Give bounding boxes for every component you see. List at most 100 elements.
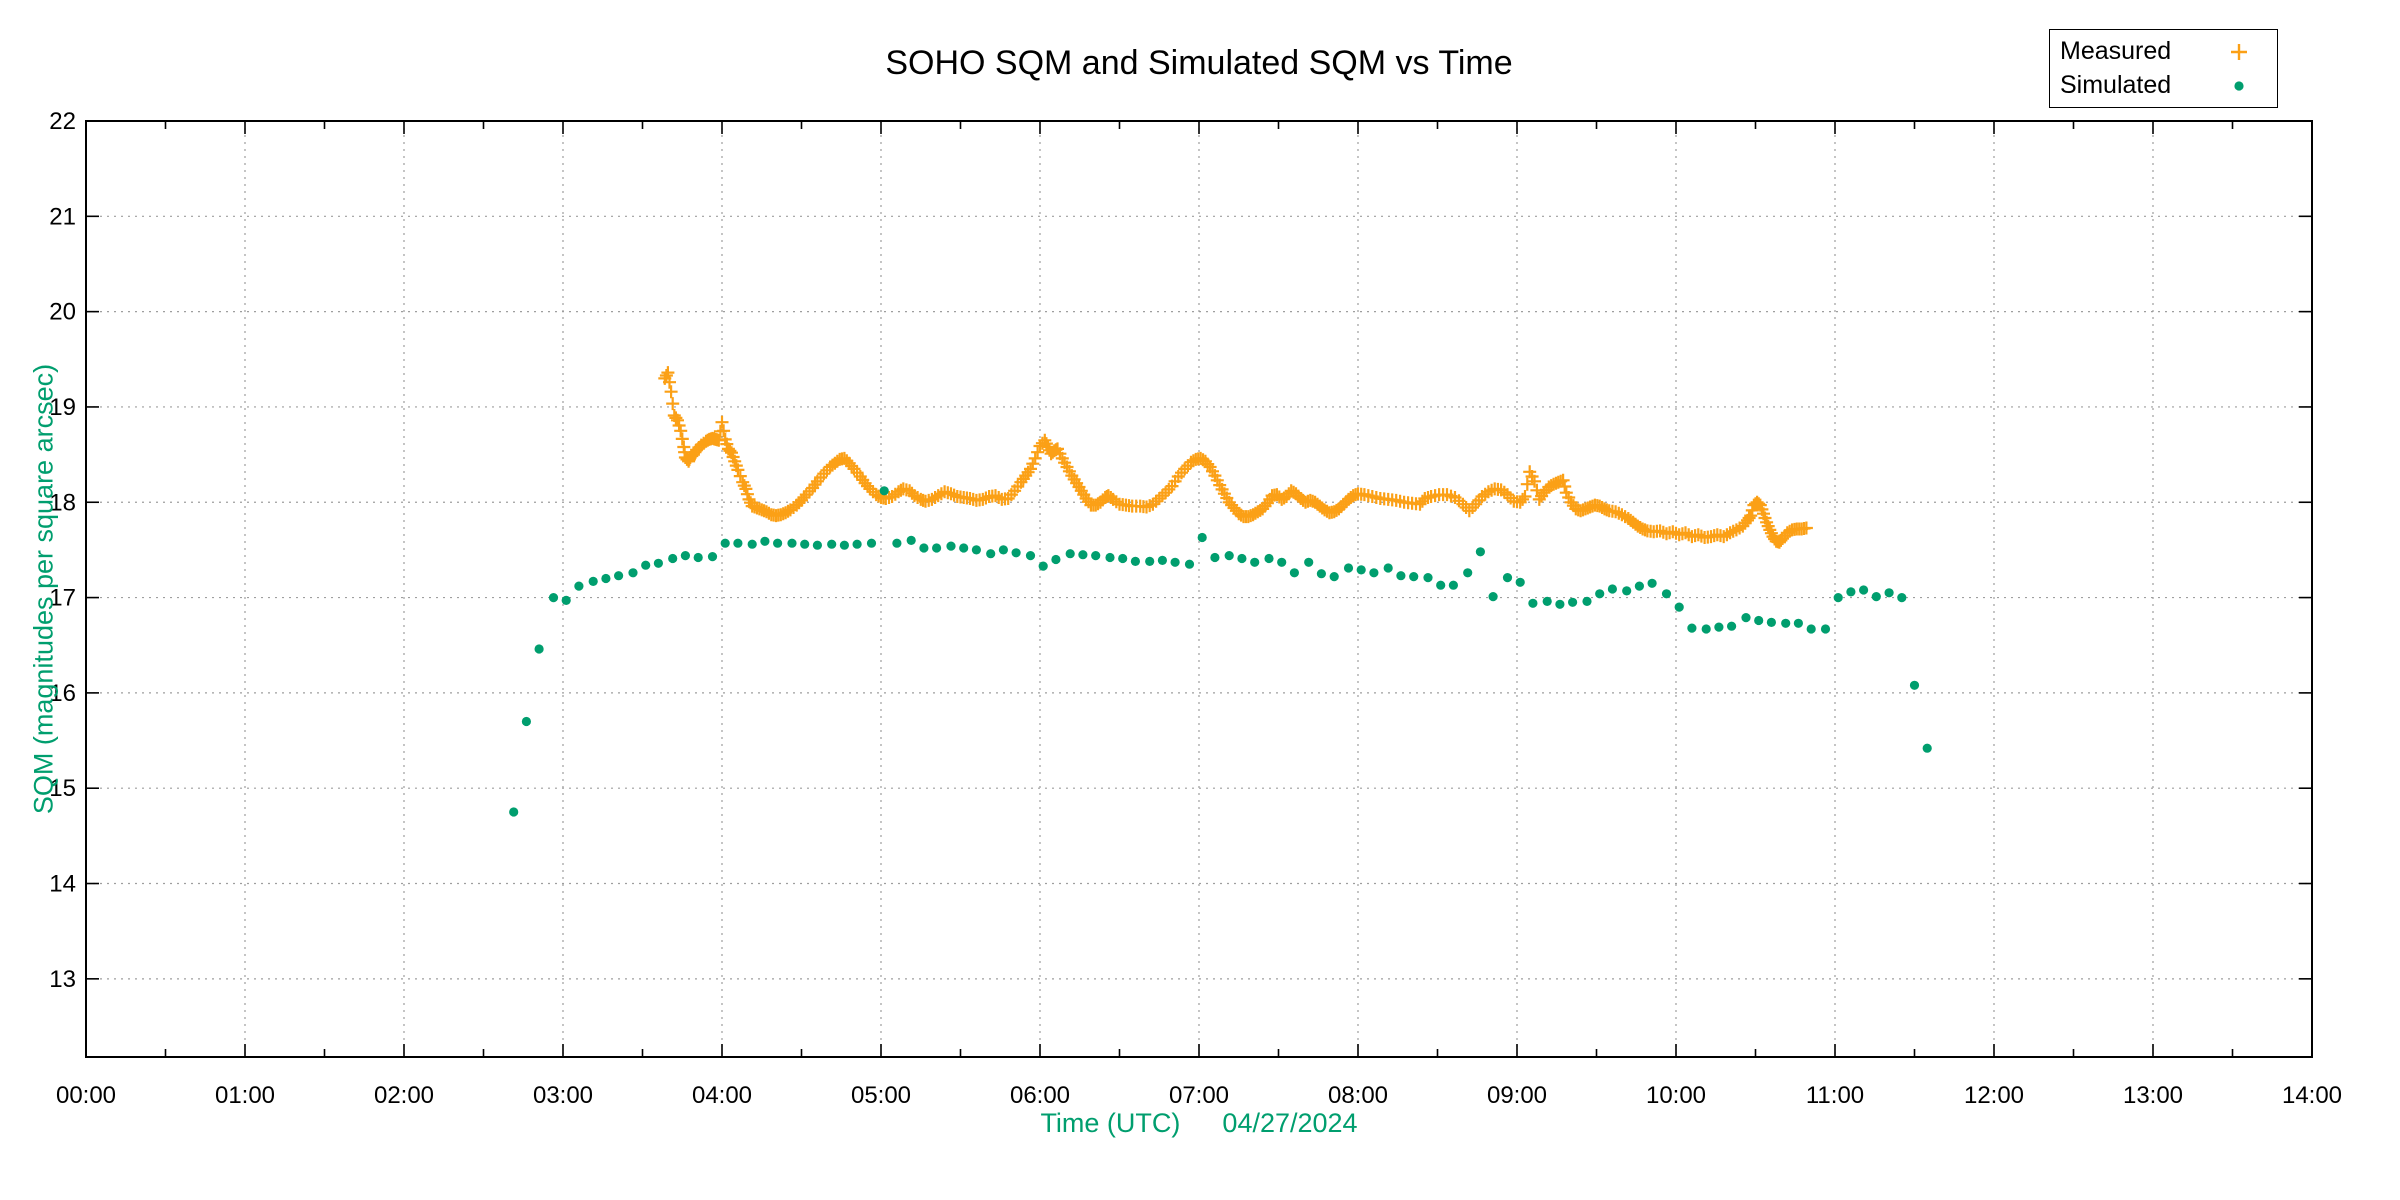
simulated-point [1674,602,1684,612]
legend-label-measured: Measured [2060,37,2172,65]
x-tick-label: 08:00 [1328,1082,1388,1109]
x-tick-label: 01:00 [215,1082,275,1109]
simulated-point [1197,532,1207,543]
simulated-point [1078,550,1088,560]
simulated-point [653,558,664,568]
simulated-point [1754,615,1764,626]
simulated-point [1488,592,1498,602]
simulated-point [1687,623,1697,633]
simulated-point [852,539,862,549]
simulated-point [1661,589,1672,599]
y-axis-label: SQM (magnitudes per square arcsec) [28,363,59,815]
simulated-point [521,716,532,727]
plot-border [85,120,2313,1058]
simulated-point [733,538,743,548]
y-tick-labels: 13 14 15 16 17 18 19 20 21 22 [49,108,76,993]
simulated-point [1289,568,1299,578]
simulated-point [971,545,982,555]
simulated-point [1343,563,1354,573]
simulated-point [812,540,823,550]
simulated-point [1542,596,1552,607]
simulated-point [1304,557,1314,567]
simulated-point [1634,581,1644,591]
gridlines [86,121,2312,1057]
simulated-point [1157,555,1167,566]
simulated-point [1820,624,1831,634]
simulated-point [1515,577,1525,587]
simulated-point [693,552,703,563]
y-tick-label: 13 [49,966,76,993]
simulated-point [574,581,584,591]
simulated-point [1714,622,1724,632]
x-tick-label: 04:00 [692,1082,752,1109]
simulated-point [1264,553,1274,564]
simulated-point [680,551,691,561]
legend-row-measured: Measured [2050,39,2277,64]
simulated-point [1210,552,1220,563]
simulated-point [1909,680,1920,690]
simulated-point [1555,599,1565,609]
simulated-point [1448,580,1458,590]
simulated-point [1396,571,1406,581]
y-tick-label: 17 [49,585,76,612]
simulated-point [1025,551,1036,561]
simulated-point [1356,565,1366,575]
simulated-point [1250,557,1260,567]
x-tick-label: 00:00 [56,1082,116,1109]
simulated-point [919,543,929,553]
simulated-point [1130,556,1140,567]
x-tick-label: 07:00 [1169,1082,1229,1109]
legend: Measured Simulated [2049,29,2278,108]
simulated-point [946,541,956,551]
x-axis-date: 04/27/2024 [1222,1108,1358,1138]
x-tick-label: 13:00 [2123,1082,2183,1109]
x-tick-label: 09:00 [1487,1082,1547,1109]
simulated-point [1237,553,1247,564]
simulated-point [1170,557,1180,567]
y-tick-label: 16 [49,680,76,707]
chart-title: SOHO SQM and Simulated SQM vs Time [885,44,1513,82]
simulated-point [1038,561,1048,571]
simulated-point [787,538,797,548]
x-tick-labels: 00:00 01:00 02:00 03:00 04:00 05:00 06:00 07:00… [56,1082,2342,1109]
x-tick-label: 06:00 [1010,1082,1070,1109]
y-tick-label: 20 [49,299,76,326]
simulated-point [1595,589,1605,599]
simulated-point [760,536,770,546]
x-axis-label-text: Time (UTC) [1040,1108,1181,1138]
simulated-point [1369,568,1379,578]
x-tick-label: 12:00 [1964,1082,2024,1109]
simulated-point [1793,618,1803,628]
simulated-point [707,552,718,562]
simulated-point [1277,557,1287,567]
x-tick-label: 03:00 [533,1082,593,1109]
simulated-point [1463,568,1473,578]
simulated-point [1922,743,1932,753]
simulated-point [614,571,624,581]
simulated-point [641,560,651,570]
simulated-point [1118,553,1128,564]
simulated-point [1727,621,1737,631]
simulated-point [1871,592,1881,602]
simulated-point [866,538,877,548]
simulated-point [1897,593,1907,603]
simulated-point [1145,556,1155,567]
simulated-point [998,545,1009,555]
simulated-point [1329,572,1339,582]
simulated-point [747,539,757,549]
simulated-point [1105,552,1115,563]
simulated-point [1781,618,1791,628]
simulated-point [959,543,969,553]
simulated-point [601,573,611,584]
series-simulated [509,486,1932,817]
x-tick-label: 14:00 [2282,1082,2342,1109]
simulated-point [561,595,571,606]
y-tick-label: 21 [49,203,76,230]
simulated-point [1383,563,1393,573]
simulated-point [879,486,889,496]
simulated-point [932,543,942,553]
simulated-point [1701,624,1711,634]
x-tick-label: 02:00 [374,1082,434,1109]
